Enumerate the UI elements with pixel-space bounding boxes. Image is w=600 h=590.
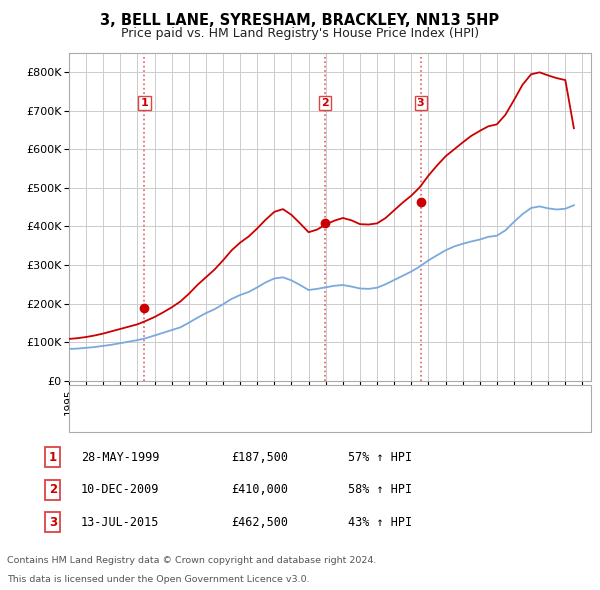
Text: 3, BELL LANE, SYRESHAM, BRACKLEY, NN13 5HP: 3, BELL LANE, SYRESHAM, BRACKLEY, NN13 5…	[100, 13, 500, 28]
Text: 43% ↑ HPI: 43% ↑ HPI	[348, 516, 412, 529]
Text: 1: 1	[140, 98, 148, 108]
Text: 28-MAY-1999: 28-MAY-1999	[81, 451, 160, 464]
Text: 2: 2	[321, 98, 329, 108]
Text: This data is licensed under the Open Government Licence v3.0.: This data is licensed under the Open Gov…	[7, 575, 310, 584]
Text: 57% ↑ HPI: 57% ↑ HPI	[348, 451, 412, 464]
Text: £462,500: £462,500	[231, 516, 288, 529]
Text: 3, BELL LANE, SYRESHAM, BRACKLEY, NN13 5HP (detached house): 3, BELL LANE, SYRESHAM, BRACKLEY, NN13 5…	[114, 391, 461, 400]
Text: ────: ────	[80, 412, 110, 425]
Text: ────: ────	[80, 389, 110, 402]
Text: Contains HM Land Registry data © Crown copyright and database right 2024.: Contains HM Land Registry data © Crown c…	[7, 556, 377, 565]
Text: £410,000: £410,000	[231, 483, 288, 496]
Text: HPI: Average price, detached house, West Northamptonshire: HPI: Average price, detached house, West…	[114, 414, 431, 424]
Text: 3: 3	[49, 516, 57, 529]
Text: 58% ↑ HPI: 58% ↑ HPI	[348, 483, 412, 496]
Text: Price paid vs. HM Land Registry's House Price Index (HPI): Price paid vs. HM Land Registry's House …	[121, 27, 479, 40]
Text: 3: 3	[417, 98, 424, 108]
Text: 2: 2	[49, 483, 57, 496]
Text: £187,500: £187,500	[231, 451, 288, 464]
Text: 13-JUL-2015: 13-JUL-2015	[81, 516, 160, 529]
Text: 1: 1	[49, 451, 57, 464]
Text: 10-DEC-2009: 10-DEC-2009	[81, 483, 160, 496]
